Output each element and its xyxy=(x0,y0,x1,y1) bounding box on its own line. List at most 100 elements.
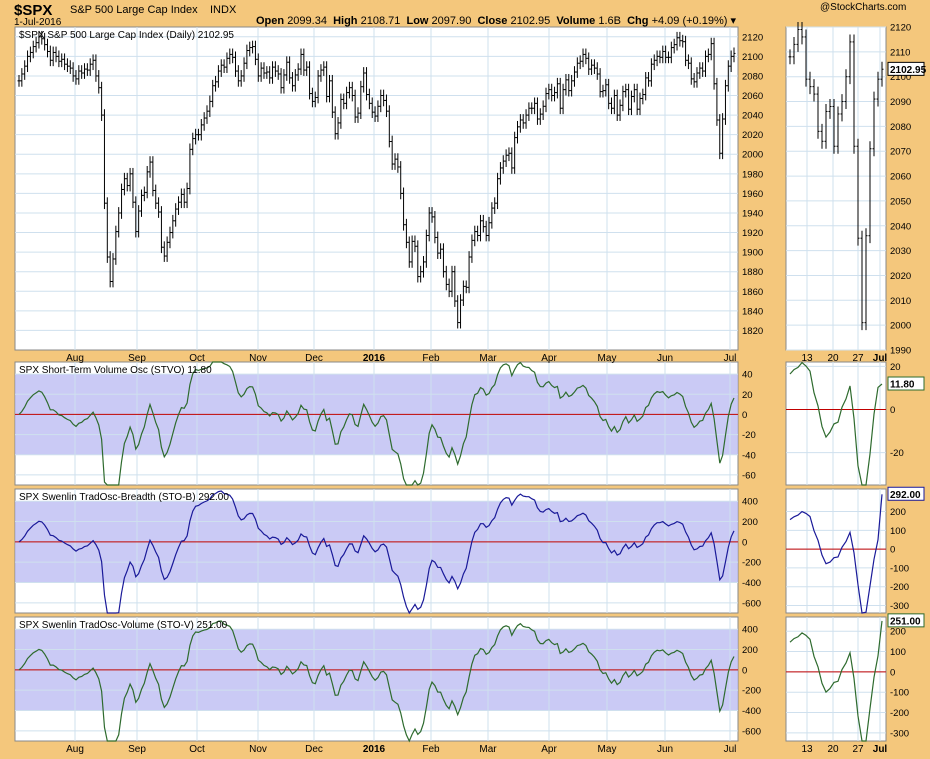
x-tick-label: Oct xyxy=(189,353,205,364)
y-tick-label: -400 xyxy=(742,578,761,589)
y-tick-label: 2040 xyxy=(742,111,763,122)
inset-x-tick-label: Jul xyxy=(873,353,888,364)
osc-line-stvo xyxy=(18,361,735,486)
x-tick-label: Aug xyxy=(66,353,84,364)
inset-y-tick-label: 2110 xyxy=(890,47,910,58)
inset-y-tick-label: 100 xyxy=(890,526,906,537)
chg-down-icon: ▾ xyxy=(730,15,736,27)
inset-y-tick-label: 2090 xyxy=(890,97,911,108)
low-label: Low xyxy=(406,15,429,27)
x-tick-label: Sep xyxy=(128,744,146,755)
inset-y-tick-label: 2040 xyxy=(890,221,911,232)
date: 1-Jul-2016 xyxy=(14,17,62,28)
x-tick-label: 2016 xyxy=(363,744,386,755)
x-tick-label: Nov xyxy=(249,353,267,364)
open-label: Open xyxy=(256,15,285,27)
inset-y-tick-label: -20 xyxy=(890,448,904,459)
inset-x-tick-label: 13 xyxy=(801,744,813,755)
x-tick-label: Aug xyxy=(66,744,84,755)
inset-y-tick-label: 2030 xyxy=(890,246,911,257)
y-tick-label: 2020 xyxy=(742,130,763,141)
inset-x-tick-label: 20 xyxy=(827,744,839,755)
index-name: S&P 500 Large Cap Index xyxy=(70,4,198,16)
x-tick-label: Jul xyxy=(724,353,737,364)
y-tick-label: -60 xyxy=(742,470,756,481)
y-tick-label: 0 xyxy=(742,410,747,421)
y-tick-label: -40 xyxy=(742,450,756,461)
inset-y-tick-label: 20 xyxy=(890,362,901,373)
y-tick-label: 1860 xyxy=(742,287,763,298)
y-tick-label: -400 xyxy=(742,706,761,717)
inset-y-tick-label: -300 xyxy=(890,601,909,612)
inset-y-tick-label: 0 xyxy=(890,667,895,678)
inset-y-tick-label: 2070 xyxy=(890,147,911,158)
x-tick-label: Nov xyxy=(249,744,267,755)
y-tick-label: 2120 xyxy=(742,32,763,43)
inset-y-tick-label: -100 xyxy=(890,563,909,574)
inset-panel-2 xyxy=(785,488,887,614)
inset-y-tick-label: 100 xyxy=(890,647,906,658)
y-tick-label: 400 xyxy=(742,625,758,636)
panel-title: SPX Swenlin TradOsc-Breadth (STO-B) 292.… xyxy=(19,492,229,503)
x-tick-label: Sep xyxy=(128,353,146,364)
panel-title: SPX Swenlin TradOsc-Volume (STO-V) 251.0… xyxy=(19,620,228,631)
chg-label: Chg xyxy=(627,15,649,27)
inset-y-tick-label: 2020 xyxy=(890,271,911,282)
inset-x-tick-label: 20 xyxy=(827,353,839,364)
y-tick-label: -200 xyxy=(742,558,761,569)
inset-osc-line xyxy=(789,620,883,742)
y-tick-label: -200 xyxy=(742,686,761,697)
inset-x-tick-label: 27 xyxy=(852,744,864,755)
y-tick-label: 1940 xyxy=(742,208,763,219)
y-tick-label: 2080 xyxy=(742,71,763,82)
inset-x-tick-label: 13 xyxy=(801,353,813,364)
inset-y-tick-label: 200 xyxy=(890,507,906,518)
close-value: 2102.95 xyxy=(510,15,551,27)
y-tick-label: 1960 xyxy=(742,189,763,200)
y-tick-label: -20 xyxy=(742,430,756,441)
inset-panel-0 xyxy=(785,26,887,351)
y-tick-label: 1880 xyxy=(742,267,763,278)
y-tick-label: 1840 xyxy=(742,306,763,317)
y-tick-label: 2000 xyxy=(742,150,763,161)
inset-x-tick-label: Jul xyxy=(873,744,888,755)
y-tick-label: 1980 xyxy=(742,169,763,180)
close-label: Close xyxy=(477,15,508,27)
price-bars xyxy=(17,30,736,329)
last-value-tag xyxy=(887,613,925,628)
chg-value: +4.09 (+0.19%) xyxy=(651,15,728,27)
y-tick-label: 200 xyxy=(742,517,758,528)
panel-title: $SPX S&P 500 Large Cap Index (Daily) 210… xyxy=(19,30,234,41)
x-tick-label: Jun xyxy=(657,744,673,755)
osc-line-sto-v xyxy=(18,620,735,743)
y-tick-label: 20 xyxy=(742,390,753,401)
last-value-tag xyxy=(887,61,925,76)
symbol: $SPX xyxy=(14,2,53,19)
inset-y-tick-label: -200 xyxy=(890,708,909,719)
y-tick-label: 40 xyxy=(742,370,753,381)
x-tick-label: Jun xyxy=(657,353,673,364)
y-tick-label: 1900 xyxy=(742,248,763,259)
osc-line-sto-b xyxy=(18,490,735,615)
inset-y-tick-label: 200 xyxy=(890,627,906,638)
brand-watermark: @StockCharts.com xyxy=(820,2,907,13)
y-tick-label: -600 xyxy=(742,598,761,609)
volume-label: Volume xyxy=(556,15,596,27)
inset-y-tick-label: 2010 xyxy=(890,296,911,307)
x-tick-label: Apr xyxy=(541,353,557,364)
y-tick-label: 0 xyxy=(742,537,747,548)
last-value-tag xyxy=(887,486,925,501)
y-tick-label: 400 xyxy=(742,497,758,508)
x-tick-label: May xyxy=(598,353,617,364)
last-value-tag-label: 292.00 xyxy=(890,490,921,501)
y-tick-label: 1920 xyxy=(742,228,763,239)
x-tick-label: Oct xyxy=(189,744,205,755)
volume-value: 1.6B xyxy=(598,15,621,27)
quote-line: Open 2099.34 High 2108.71 Low 2097.90 Cl… xyxy=(256,14,736,27)
x-tick-label: Dec xyxy=(305,353,323,364)
inset-osc-line xyxy=(789,494,883,614)
high-label: High xyxy=(333,15,358,27)
last-value-tag xyxy=(887,376,925,391)
inset-y-tick-label: -300 xyxy=(890,728,909,739)
x-tick-label: Jul xyxy=(724,744,737,755)
